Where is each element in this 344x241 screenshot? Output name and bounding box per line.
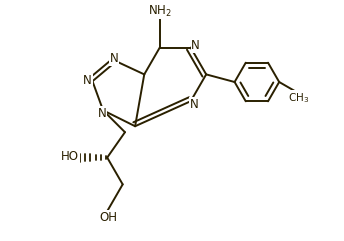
Text: N: N xyxy=(191,40,200,53)
Text: OH: OH xyxy=(99,211,118,224)
Text: NH$_2$: NH$_2$ xyxy=(148,4,172,19)
Text: N: N xyxy=(83,74,92,87)
Text: N: N xyxy=(98,107,106,120)
Text: N: N xyxy=(190,98,198,111)
Text: N: N xyxy=(110,52,118,65)
Text: HO: HO xyxy=(61,150,79,163)
Text: CH$_3$: CH$_3$ xyxy=(288,91,309,105)
